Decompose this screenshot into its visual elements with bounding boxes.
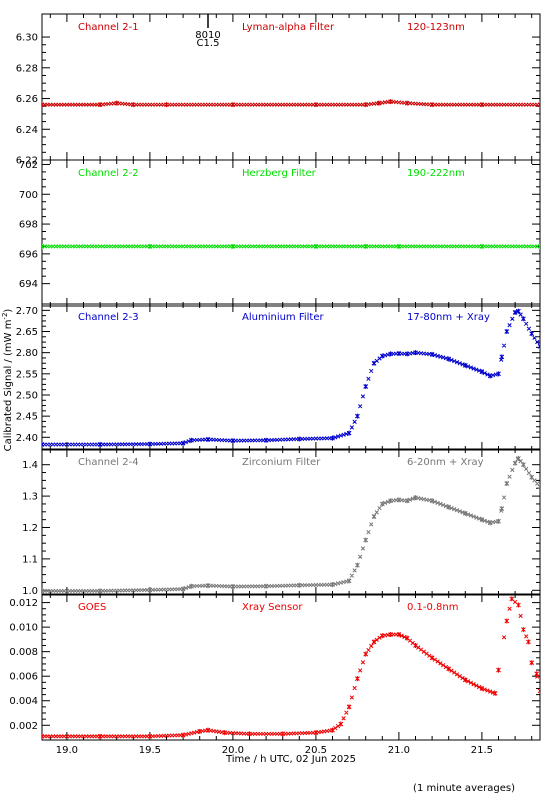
y-tick-label: 6.28 [16,63,38,74]
panel-frame [41,159,541,307]
y-tick-label: 1.4 [22,460,38,471]
y-tick-label: 6.22 [16,156,38,167]
y-tick-label: 2.45 [16,412,38,423]
x-tick-label: 19.5 [139,745,161,756]
minute-average-marks [42,457,540,594]
y-tick-label: 6.30 [16,33,38,44]
y-tick-label: 2.70 [16,306,38,317]
y-tick-label: 694 [19,279,38,290]
panel-frame [41,303,541,451]
y-axis-label-sup: -2 [1,313,9,320]
data-point [509,596,515,602]
y-tick-label: 2.40 [16,433,38,444]
data-point [537,688,540,694]
minute-average-marks [42,309,540,447]
x-tick-label: 21.0 [388,745,410,756]
minute-average-marks [496,599,540,679]
panel-1: 6.22 6.24 6.26 6.28 6.30 Channel 2-1 Lyman-alp… [16,13,541,167]
series-2 [496,596,540,694]
y-tick-label: 2.80 [16,348,38,359]
x-axis: 19.0 19.5 20.0 20.5 21.0 21.5 [56,745,493,756]
y-tick-label: 0.008 [9,647,38,658]
y-tick-label: 1.3 [22,492,38,503]
y-tick-label: 2.65 [16,327,38,338]
panel-channel-label: Channel 2-3 [78,312,139,323]
panel-band-label: 120-123nm [407,22,465,33]
panel-channel-label: Channel 2-4 [78,457,139,468]
y-tick-label: 2.50 [16,390,38,401]
y-axis-label: Calibrated Signal / (mW m-2) [1,309,14,452]
data-points [42,596,540,739]
y-axis-label-main: Calibrated Signal / (mW m [3,320,14,452]
data-points [42,243,540,249]
data-points [42,455,540,594]
series-1 [42,455,540,594]
y-tick-label: 6.26 [16,94,38,105]
panel-filter-label: Xray Sensor [242,602,303,613]
y-tick-label: 0.002 [9,721,38,732]
x-tick-label: 21.5 [471,745,493,756]
panel-frame [41,593,541,741]
y-tick-label: 2.55 [16,369,38,380]
y-tick-label: 6.24 [16,125,38,136]
panel-5: 0.002 0.004 0.006 0.008 0.010 0.012 GOES Xray S… [9,593,541,741]
y-tick-label: 1.1 [22,554,38,565]
y-tick-label: 702 [19,160,38,171]
panels: 6.22 6.24 6.26 6.28 6.30 Channel 2-1 Lyman-alp… [9,13,541,741]
panel-band-label: 190-222nm [407,168,465,179]
data-points [42,99,540,108]
panel-filter-label: Herzberg Filter [242,168,317,179]
data-point [526,639,531,645]
y-tick-label: 0.010 [9,623,38,634]
panel-band-label: 6-20nm + Xray [407,457,484,468]
panel-band-label: 0.1-0.8nm [407,602,459,613]
flare-marker-id: 8010 [195,30,220,41]
y-tick-label: 1.0 [22,586,38,597]
series-1 [42,243,540,249]
panel-channel-label: Channel 2-1 [78,22,139,33]
x-tick-label: 20.0 [222,745,244,756]
data-points [42,308,540,447]
minute-average-marks [42,632,496,739]
data-point [516,602,521,608]
y-tick-label: 0.004 [9,696,38,707]
y-tick-label: 698 [19,220,38,231]
y-tick-label: 700 [19,190,38,201]
x-tick-label: 20.5 [305,745,327,756]
y-tick-label: 696 [19,249,38,260]
panel-filter-label: Lyman-alpha Filter [242,22,335,33]
minute-average-marks [42,99,540,107]
flare-marker-class: C1.5 [197,38,220,49]
footnote: (1 minute averages) [413,783,515,794]
panel-band-label: 17-80nm + Xray [407,312,490,323]
series-1 [42,308,540,447]
panel-3: 2.40 2.45 2.50 2.55 2.80 2.65 2.70 Channel 2-3 A… [16,303,541,451]
panel-frame [41,13,541,161]
panel-channel-label: Channel 2-2 [78,168,139,179]
series-1 [42,631,498,739]
y-tick-label: 0.012 [9,598,38,609]
panel-channel-label: GOES [78,602,106,613]
y-tick-label: 0.006 [9,672,38,683]
panel-filter-label: Zirconium Filter [242,457,321,468]
data-point [521,627,526,633]
x-tick-label: 19.0 [56,745,78,756]
x-axis-label: Time / h UTC, 02 Jun 2025 [225,754,356,765]
data-point [504,618,510,624]
minute-average-marks [42,244,540,249]
panel-frame [41,448,541,596]
y-axis-label-end: ) [3,309,14,313]
panel-4: 1.0 1.1 1.2 1.3 1.4 Channel 2-4 Zirconium Filt… [22,448,541,597]
panel-2: 694 696 698 700 702 Channel 2-2 Herzberg Filte… [19,159,541,307]
panel-filter-label: Aluminium Filter [242,312,325,323]
y-tick-label: 1.2 [22,523,38,534]
series-1 [42,99,540,108]
